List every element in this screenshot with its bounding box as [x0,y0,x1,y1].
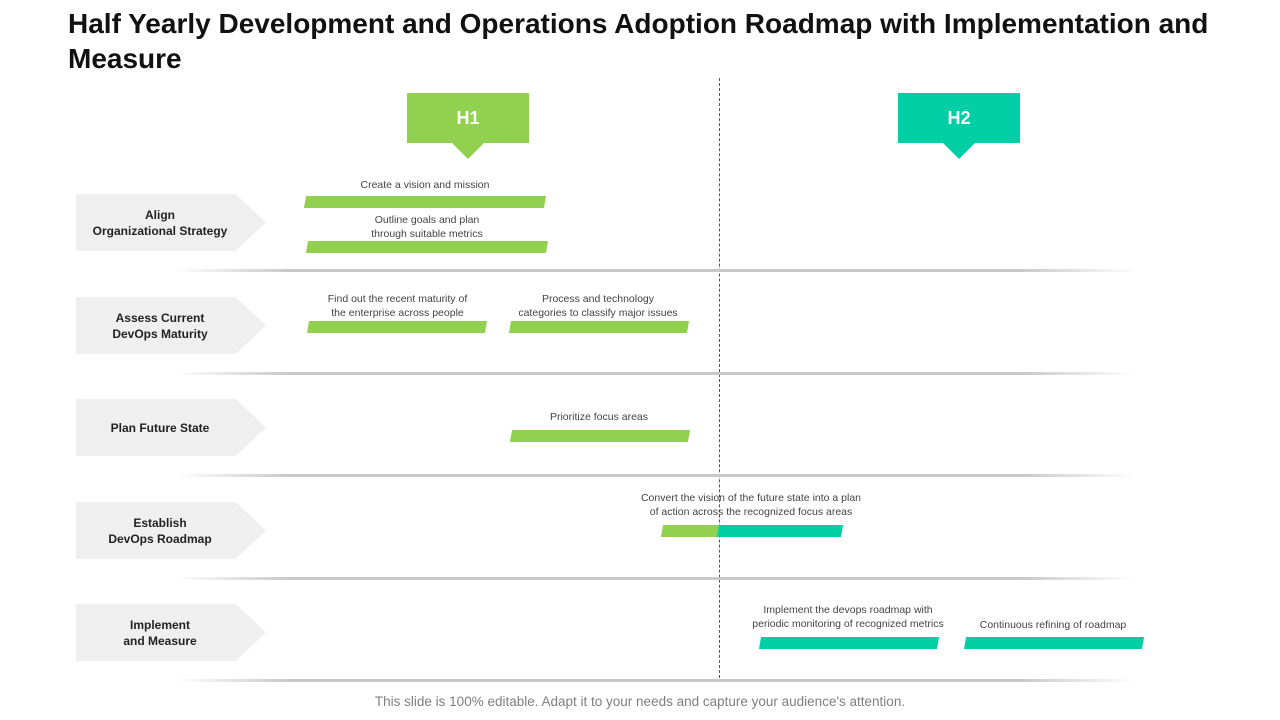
row-separator [175,372,1135,375]
task-label: Prioritize focus areas [549,411,649,423]
row-label-implement-measure: Implement and Measure [76,604,266,661]
phase-h2-label: H2 [947,107,971,128]
row-separator [175,577,1135,580]
task-label: Create a vision and mission [360,179,490,191]
row-label-text: Plan Future State [110,420,210,435]
task-label: Outline goals and plan through suitable … [371,214,483,240]
task-bar-h2-part [716,525,844,537]
phase-h1-marker: H1 [407,93,529,159]
row-label-text: Establish DevOps Roadmap [108,515,212,546]
page-title: Half Yearly Development and Operations A… [68,8,1209,74]
row-label-establish-roadmap: Establish DevOps Roadmap [76,502,266,559]
task-bar [303,196,547,208]
task-bar [509,430,691,442]
row-label-align-strategy: Align Organizational Strategy [76,194,266,251]
task-bar [508,321,690,333]
row-label-plan-future: Plan Future State [76,399,266,456]
half-divider [719,78,720,678]
task-label: Find out the recent maturity of the ente… [327,293,468,319]
phase-h1-label: H1 [456,107,480,128]
row-label-text: Assess Current DevOps Maturity [112,310,208,341]
task-label: Convert the vision of the future state i… [640,492,862,518]
row-label-text: Align Organizational Strategy [92,207,228,238]
task-bar [758,637,940,649]
row-separator [175,269,1135,272]
task-label: Implement the devops roadmap with period… [752,604,944,630]
phase-h2-marker: H2 [898,93,1020,159]
task-bar [306,321,488,333]
row-label-assess-maturity: Assess Current DevOps Maturity [76,297,266,354]
row-separator [175,474,1135,477]
task-label: Continuous refining of roadmap [979,619,1127,631]
task-bar-h1-part [660,525,724,537]
task-label: Process and technology categories to cla… [518,293,678,319]
task-bar [305,241,549,253]
row-separator [175,679,1135,682]
task-bar [963,637,1145,649]
row-label-text: Implement and Measure [123,617,197,648]
footer-note: This slide is 100% editable. Adapt it to… [374,694,906,709]
